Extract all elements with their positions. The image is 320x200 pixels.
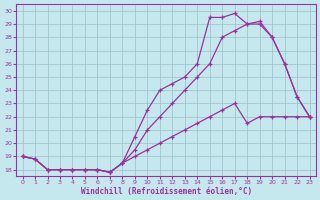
X-axis label: Windchill (Refroidissement éolien,°C): Windchill (Refroidissement éolien,°C) [81,187,252,196]
